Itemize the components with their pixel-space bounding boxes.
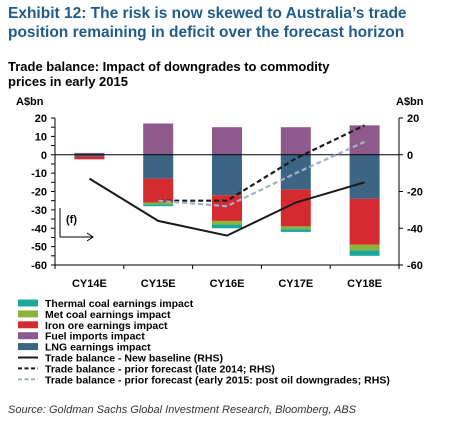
bar-segment-fuel_imports [212,127,242,155]
bar-segment-lng [349,154,380,199]
right-tick-label: -60 [407,260,423,272]
bar-segment-iron_ore [349,198,380,245]
bar-segment-met_coal [349,244,380,251]
bar-segment-thermal_coal [280,229,311,232]
series-line-prior_early_2015 [158,140,366,208]
right-axis-unit-label: A$bn [396,96,424,108]
left-tick-label: -40 [31,223,47,235]
bar-segment-iron_ore [212,195,242,221]
x-tick-label: CY15E [141,278,176,290]
left-axis-unit-label: A$bn [16,96,44,108]
bar-segment-fuel_imports [143,123,174,155]
bar-segment-lng [74,154,105,157]
legend-swatch-fuel_imports [18,332,38,340]
left-tick-label: 10 [35,131,47,143]
left-tick-label: -60 [31,260,47,272]
bar-segment-fuel_imports [349,125,380,155]
left-tick-label: 20 [35,113,47,125]
bar-segment-thermal_coal [143,204,174,207]
legend-swatch-met_coal [18,310,38,318]
bar-segment-lng [143,154,174,179]
x-tick-label: CY17E [278,278,313,290]
bar-segment-fuel_imports [74,152,105,155]
bar-segment-fuel_imports [280,127,311,155]
series-line-new_baseline [88,177,365,237]
legend-label: Met coal earnings impact [45,309,171,321]
x-tick-label: CY14E [72,278,107,290]
legend-label: Iron ore earnings impact [45,320,168,332]
legend-label: LNG earnings impact [45,342,151,354]
legend-swatch-thermal_coal [18,299,38,307]
annotation-f: (f) [59,208,94,242]
bar-segment-iron_ore [74,156,105,160]
left-tick-label: -30 [31,205,47,217]
bar-segment-lng [212,154,242,196]
series-line-prior_late_2014 [158,124,366,202]
legend-label: Trade balance - New baseline (RHS) [45,353,223,365]
bar-segment-thermal_coal [349,250,380,256]
bar-segment-thermal_coal [212,224,242,229]
legend-swatch-lng [18,343,38,351]
axes: 20 10 0 -10 -20 -30 -40 -50 -60 20 0 -20 -40 -60 CY14E… [31,113,423,290]
legend-label: Thermal coal earnings impact [45,298,194,310]
legend-label: Fuel imports impact [45,331,145,343]
right-tick-label: 0 [407,150,413,162]
right-tick-label: 20 [407,113,419,125]
left-tick-label: -10 [31,168,47,180]
legend-label: Trade balance - prior forecast (late 201… [45,363,275,375]
exhibit-title: Exhibit 12: The risk is now skewed to Au… [8,5,407,41]
legend-label: Trade balance - prior forecast (early 20… [45,374,390,386]
bar-segment-met_coal [143,202,174,205]
bar-segment-met_coal [212,220,242,225]
left-tick-label: -50 [31,242,47,254]
bar-segment-met_coal [280,226,311,230]
left-tick-label: -20 [31,187,47,199]
trade-balance-lines [88,124,366,237]
annotation-label: (f) [66,214,77,226]
x-tick-label: CY16E [210,278,245,290]
left-tick-label: 0 [41,150,47,162]
annotation-arrow-head [86,232,94,242]
stacked-bars [74,123,380,256]
legend-swatch-iron_ore [18,321,38,329]
x-tick-label: CY18E [347,278,382,290]
chart-title: Trade balance: Impact of downgrades to c… [8,59,330,89]
right-tick-label: -40 [407,223,423,235]
source-note: Source: Goldman Sachs Global Investment … [8,404,357,416]
bar-segment-iron_ore [143,178,174,203]
right-tick-label: -20 [407,187,423,199]
